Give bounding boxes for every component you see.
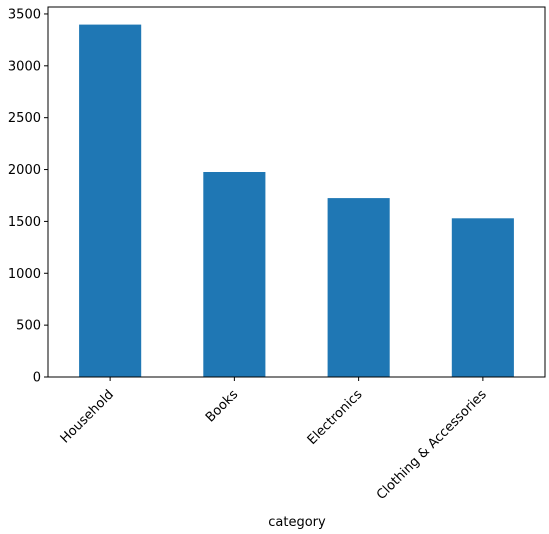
x-tick-label: Household xyxy=(58,387,117,446)
plot-frame xyxy=(47,6,546,378)
y-axis: 0 500 1000 1500 2000 2500 3000 3500 xyxy=(8,7,48,386)
y-tick-label: 500 xyxy=(16,319,41,334)
y-tick-label: 3000 xyxy=(8,59,41,74)
y-tick-label: 2500 xyxy=(8,111,41,126)
x-axis-label: category xyxy=(268,515,326,530)
y-tick-label: 1000 xyxy=(8,267,41,282)
y-tick-label: 1500 xyxy=(8,215,41,230)
x-axis: Household Books Electronics Clothing & Acce… xyxy=(58,377,490,503)
bar-household xyxy=(79,24,142,377)
y-tick-label: 0 xyxy=(33,371,41,386)
y-tick-label: 2000 xyxy=(8,163,41,178)
y-tick-label: 3500 xyxy=(8,7,41,22)
bar-clothing-and-accessories xyxy=(451,218,514,377)
bars-group xyxy=(79,24,514,377)
x-tick-label: Clothing & Accessories xyxy=(374,387,490,503)
x-tick-label: Electronics xyxy=(305,387,366,448)
x-tick-label: Books xyxy=(203,387,241,425)
bar-books xyxy=(203,172,266,377)
bar-electronics xyxy=(327,198,390,377)
